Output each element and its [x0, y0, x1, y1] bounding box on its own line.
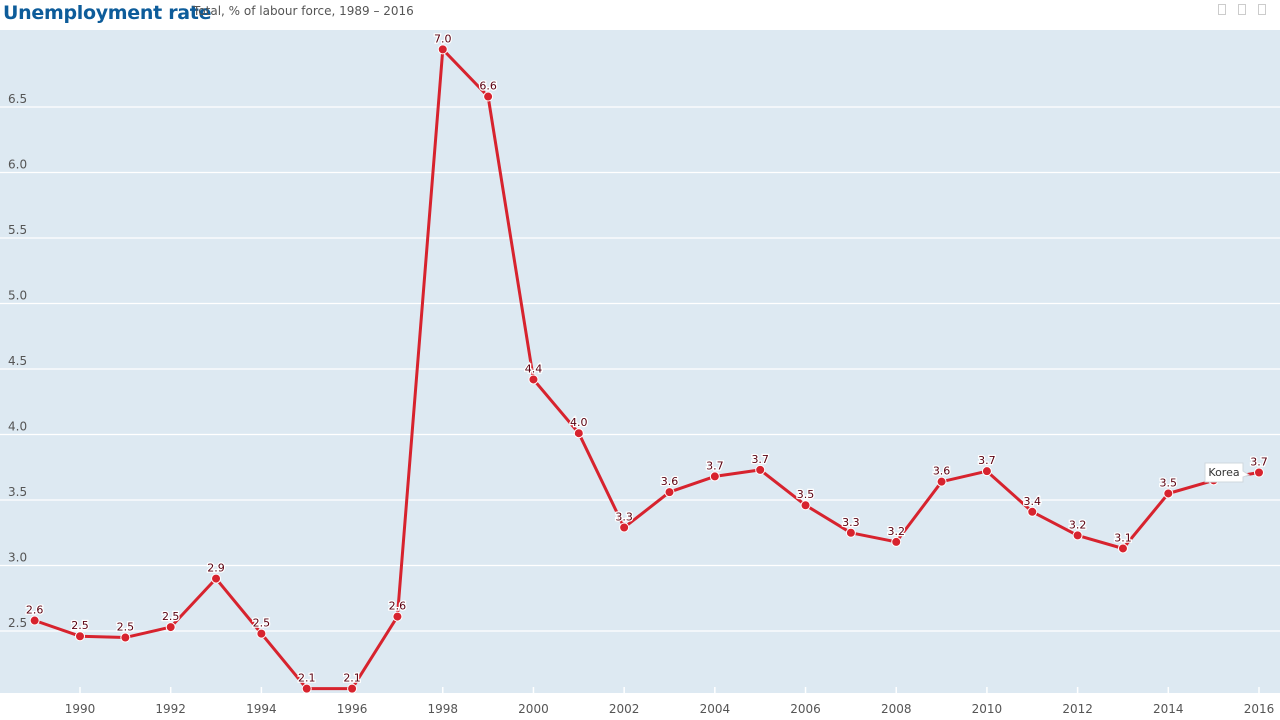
- data-point[interactable]: [211, 573, 222, 584]
- data-label: 2.5: [71, 619, 89, 632]
- data-point[interactable]: [1253, 467, 1264, 478]
- data-point[interactable]: [845, 527, 856, 538]
- download-icon[interactable]: [1258, 4, 1266, 15]
- tooltip-label: Korea: [1208, 466, 1239, 479]
- data-label: 2.9: [207, 562, 225, 575]
- data-label: 2.5: [117, 621, 135, 634]
- share-icon[interactable]: [1238, 4, 1246, 15]
- x-tick-label: 1996: [337, 702, 368, 716]
- x-tick-label: 2014: [1153, 702, 1184, 716]
- x-tick-label: 2010: [972, 702, 1003, 716]
- x-tick-label: 1990: [65, 702, 96, 716]
- data-label: 6.6: [479, 80, 497, 93]
- data-label: 3.7: [978, 454, 996, 467]
- y-tick-label: 2.5: [8, 616, 27, 630]
- data-label: 2.5: [253, 617, 271, 630]
- y-tick-label: 3.5: [8, 485, 27, 499]
- y-tick-label: 6.5: [8, 92, 27, 106]
- data-point[interactable]: [483, 91, 494, 102]
- plot-area: [0, 30, 1280, 693]
- y-tick-label: 6.0: [8, 158, 27, 172]
- data-point[interactable]: [528, 374, 539, 385]
- data-point[interactable]: [165, 622, 176, 633]
- expand-icon[interactable]: [1218, 4, 1226, 15]
- data-point[interactable]: [891, 536, 902, 547]
- x-tick-label: 2016: [1244, 702, 1275, 716]
- data-point[interactable]: [392, 611, 403, 622]
- x-tick-label: 2008: [881, 702, 912, 716]
- data-labels: 2.6 2.5 2.5 2.5 2.9 2.5 2.1 2.1 2.6 7.0 6.6 4.4 4.0 3…: [25, 31, 1269, 686]
- data-point[interactable]: [709, 471, 720, 482]
- y-tick-label: 5.0: [8, 289, 27, 303]
- data-label: 3.6: [933, 465, 951, 478]
- data-point[interactable]: [1117, 543, 1128, 554]
- data-label: 3.7: [1250, 455, 1268, 468]
- chart-title: Unemployment rate: [3, 2, 212, 24]
- data-label: 3.3: [615, 511, 633, 524]
- x-tick-label: 2006: [790, 702, 821, 716]
- x-tick-label: 2012: [1062, 702, 1093, 716]
- data-point[interactable]: [936, 476, 947, 487]
- data-point[interactable]: [29, 615, 40, 626]
- data-label: 2.5: [162, 610, 180, 623]
- y-tick-label: 5.5: [8, 223, 27, 237]
- x-tick-label: 2002: [609, 702, 640, 716]
- data-point[interactable]: [347, 683, 358, 694]
- y-tick-label: 4.0: [8, 420, 27, 434]
- data-label: 3.4: [1024, 495, 1042, 508]
- data-label: 3.7: [706, 459, 724, 472]
- data-point[interactable]: [664, 487, 675, 498]
- x-tick-label: 1998: [427, 702, 458, 716]
- data-label: 4.0: [570, 416, 588, 429]
- data-label: 3.2: [887, 525, 905, 538]
- y-tick-label: 3.0: [8, 551, 27, 565]
- x-tick-label: 2004: [700, 702, 731, 716]
- chart-subtitle: Total, % of labour force, 1989 – 2016: [193, 4, 414, 18]
- data-point[interactable]: [120, 632, 131, 643]
- data-label: 3.7: [751, 453, 769, 466]
- data-label: 2.1: [343, 672, 361, 685]
- x-tick-label: 2000: [518, 702, 549, 716]
- data-label: 3.1: [1114, 531, 1132, 544]
- data-label: 2.1: [298, 672, 316, 685]
- data-label: 2.6: [389, 600, 407, 613]
- data-point[interactable]: [1027, 506, 1038, 517]
- data-point[interactable]: [75, 631, 85, 642]
- toolbar: [1218, 4, 1266, 15]
- data-label: 3.5: [797, 488, 815, 501]
- data-label: 3.2: [1069, 518, 1087, 531]
- gridlines: [0, 106, 1280, 632]
- x-tick-label: 1992: [155, 702, 186, 716]
- data-label: 3.5: [1160, 476, 1178, 489]
- data-label: 3.3: [842, 516, 860, 529]
- data-point[interactable]: [573, 428, 584, 439]
- data-label: 4.4: [525, 362, 543, 375]
- data-point[interactable]: [619, 522, 630, 533]
- data-point[interactable]: [256, 628, 267, 639]
- data-point[interactable]: [1163, 488, 1174, 499]
- data-point[interactable]: [981, 466, 992, 477]
- tooltip: Korea: [1204, 462, 1251, 483]
- y-tick-label: 4.5: [8, 354, 27, 368]
- data-point[interactable]: [800, 500, 811, 511]
- y-axis: 2.5 3.0 3.5 4.0 4.5 5.0 5.5 6.0 6.5: [8, 92, 27, 630]
- x-tick-label: 1994: [246, 702, 277, 716]
- series-line-korea: [34, 47, 1260, 691]
- data-point[interactable]: [1072, 530, 1083, 541]
- data-label: 7.0: [434, 32, 452, 45]
- data-point[interactable]: [437, 44, 448, 55]
- data-point[interactable]: [755, 464, 766, 475]
- data-label: 2.6: [26, 604, 44, 617]
- x-axis: 1990 1992 1994 1996 1998 2000 2002 2004 2006 2008…: [65, 687, 1275, 716]
- data-point[interactable]: [301, 683, 312, 694]
- data-label: 3.6: [661, 475, 679, 488]
